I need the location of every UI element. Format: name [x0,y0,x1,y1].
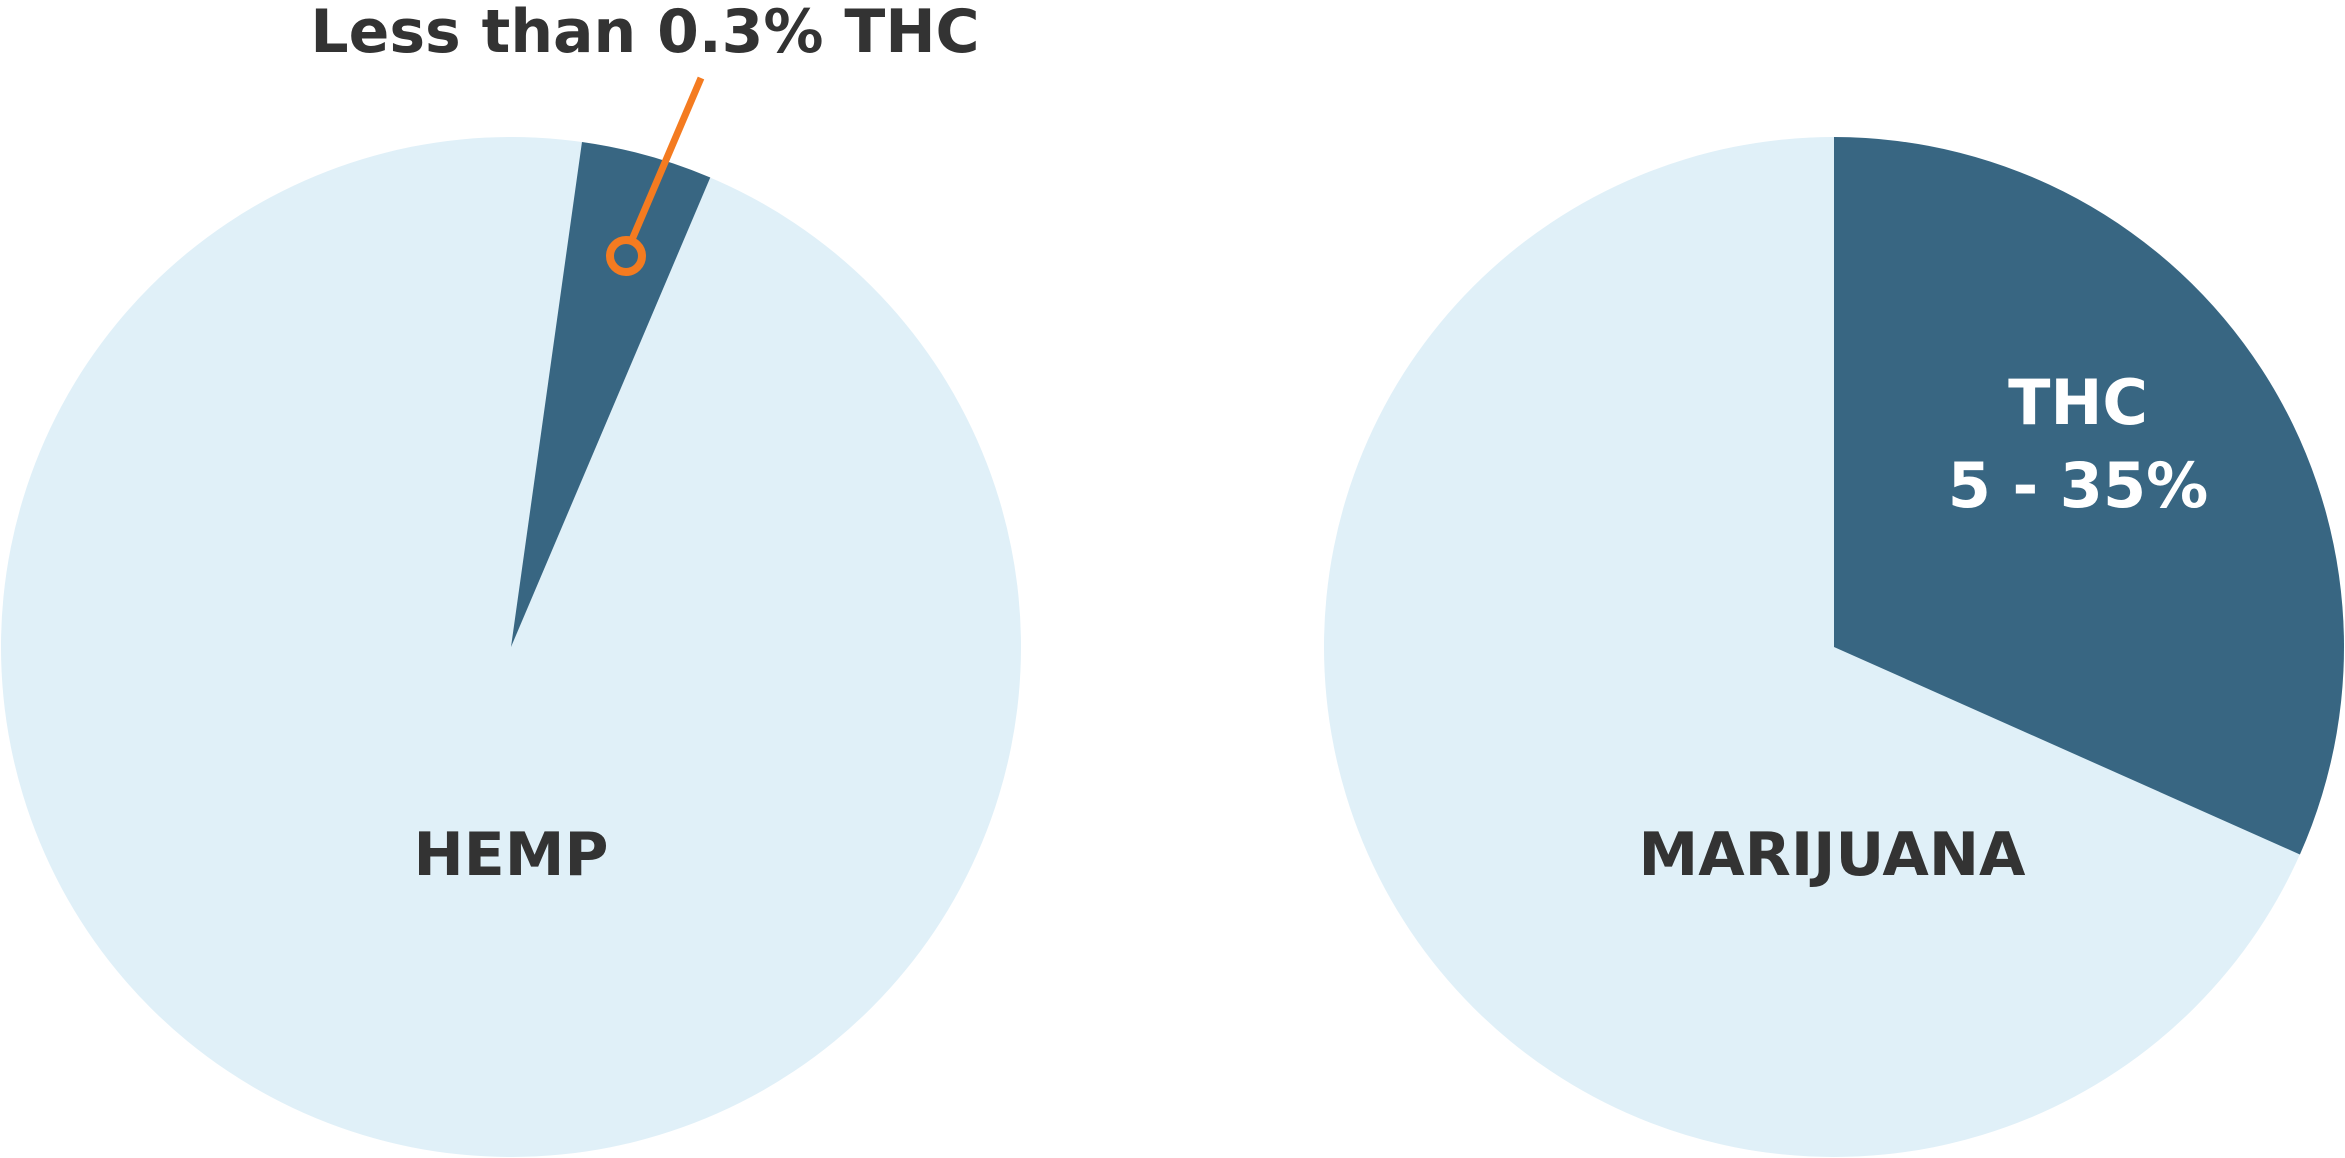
hemp-callout-label: Less than 0.3% THC [310,0,979,67]
marijuana-chart-label: MARIJUANA [1639,820,2027,890]
hemp-callout-line [627,76,705,244]
marijuana-thc-slice [1834,137,2345,855]
marijuana-thc-label-title: THC [2008,366,2148,439]
marijuana-thc-label-range: 5 - 35% [1948,449,2208,522]
hemp-callout-marker [606,236,646,276]
hemp-pie-chart: Less than 0.3% THC HEMP [1,0,1021,1157]
hemp-thc-slice [511,141,711,647]
marijuana-pie-chart: THC 5 - 35% MARIJUANA [1324,137,2345,1157]
hemp-chart-label: HEMP [414,820,609,890]
